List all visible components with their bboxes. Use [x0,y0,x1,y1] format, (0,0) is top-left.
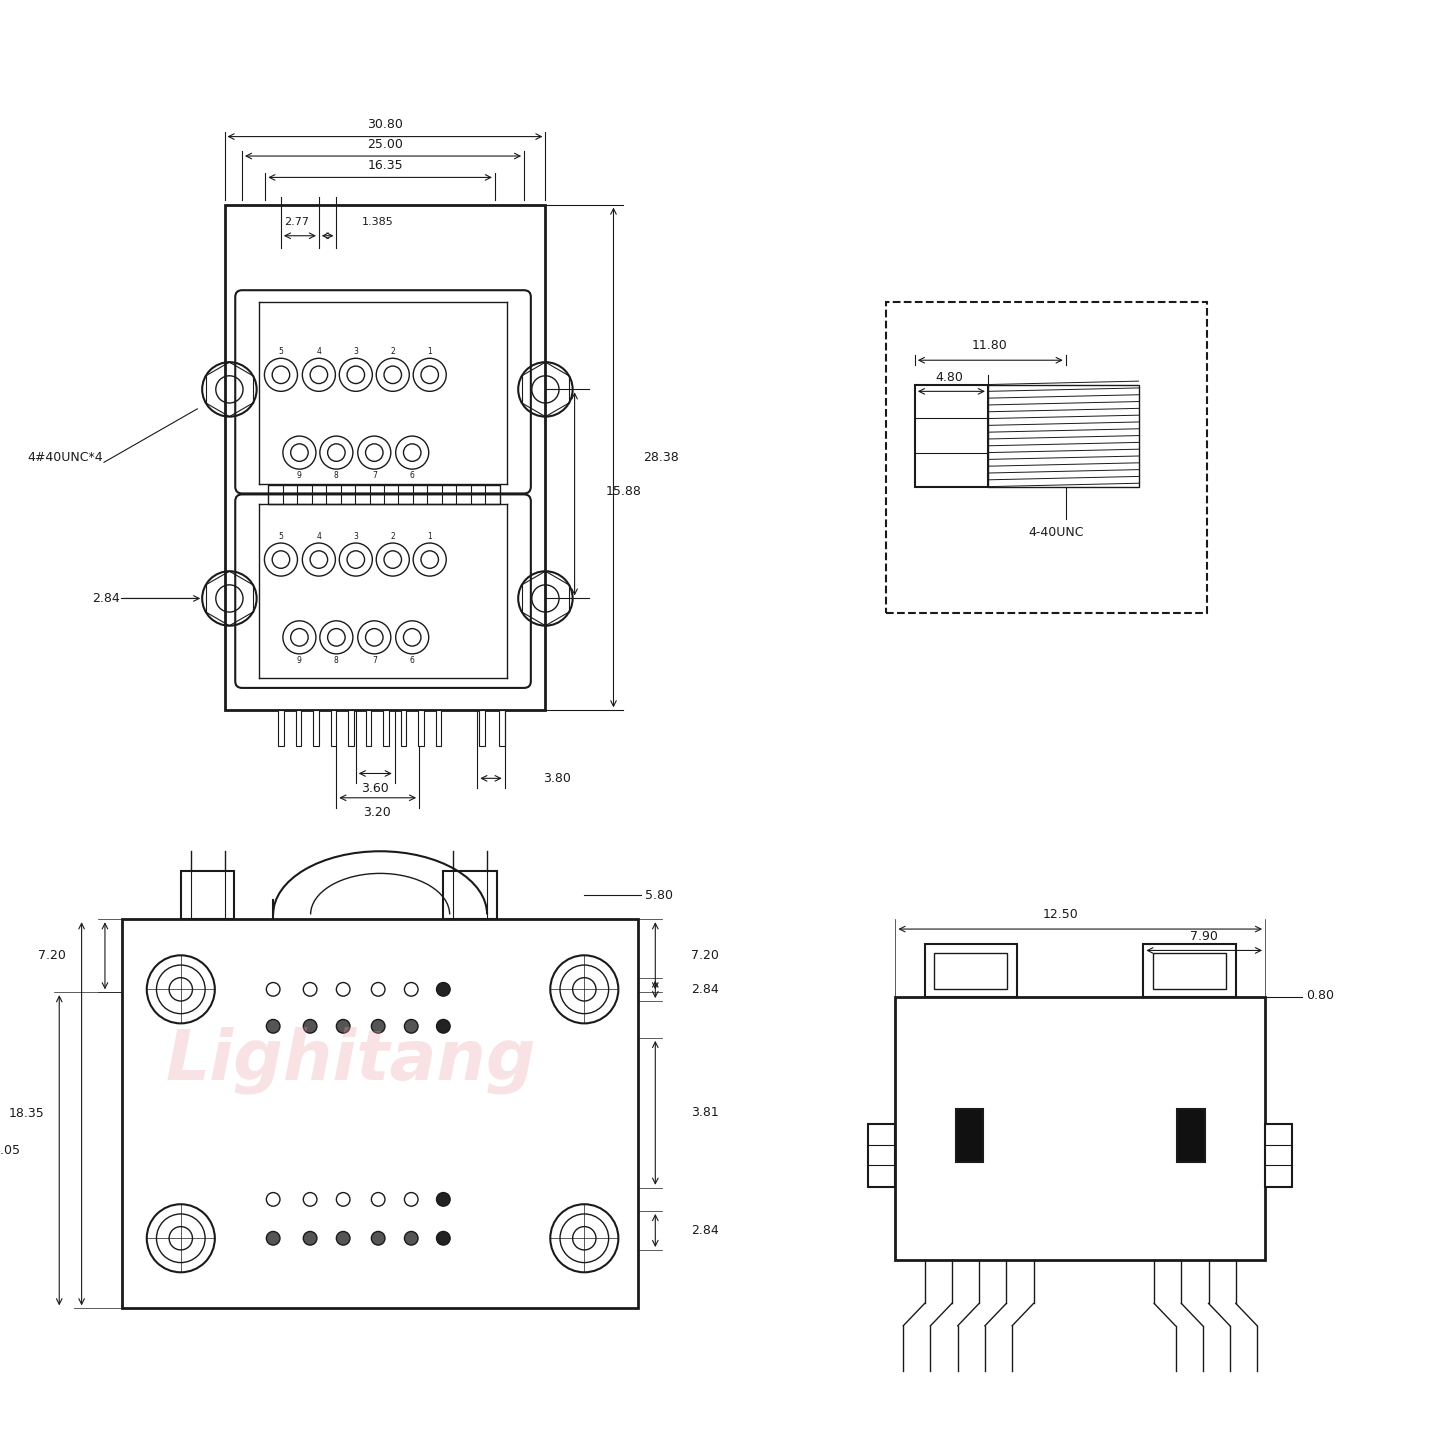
Text: 3.80: 3.80 [543,772,572,785]
Text: 4-40UNC: 4-40UNC [1028,526,1084,539]
Text: 2: 2 [390,533,395,541]
Text: 0.80: 0.80 [1306,989,1333,1002]
Bar [498,710,504,746]
Text: 4: 4 [317,347,321,356]
Text: 4: 4 [317,533,321,541]
Text: 15.88: 15.88 [606,485,642,498]
Text: Lighitang: Lighitang [166,1027,536,1094]
Bar [181,871,235,919]
Text: 1: 1 [428,533,432,541]
Text: 5: 5 [278,533,284,541]
Text: 2: 2 [390,347,395,356]
Text: 28.38: 28.38 [642,451,678,464]
Text: 3.81: 3.81 [691,1106,719,1119]
Bar [924,943,1017,996]
Bar [435,710,442,746]
Bar [366,710,372,746]
Text: 12.50: 12.50 [1043,909,1079,922]
Circle shape [372,1020,384,1032]
Circle shape [372,1231,384,1246]
Bar [225,204,546,710]
Bar [444,871,497,919]
Circle shape [304,1020,317,1032]
Text: 30.80: 30.80 [367,118,403,131]
Text: 6: 6 [410,655,415,665]
Text: 7.90: 7.90 [1189,930,1218,943]
Text: 8: 8 [334,655,338,665]
Text: 6: 6 [410,471,415,480]
Bar [418,710,423,746]
Bar [268,485,500,504]
Bar [896,996,1264,1260]
Text: 7.20: 7.20 [691,949,719,962]
Text: 1: 1 [428,347,432,356]
Text: 5.80: 5.80 [645,888,672,901]
Bar [868,1123,896,1187]
Text: 1.385: 1.385 [363,217,395,228]
Text: 7: 7 [372,471,377,480]
Bar [383,710,389,746]
Bar [278,710,284,746]
Circle shape [436,1192,451,1207]
Circle shape [337,1020,350,1032]
Text: 4#40UNC*4: 4#40UNC*4 [27,451,104,464]
Bar [348,710,354,746]
Text: 9: 9 [297,655,302,665]
Text: 8: 8 [334,471,338,480]
Bar [1143,943,1236,996]
Text: 16.35: 16.35 [367,160,403,173]
Circle shape [405,1231,418,1246]
Text: 25.00: 25.00 [367,138,403,151]
Bar [295,710,301,746]
Bar [956,1109,984,1162]
Text: 5: 5 [278,347,284,356]
Text: 9: 9 [297,471,302,480]
Bar [331,710,337,746]
Bar [122,919,638,1309]
Text: 7.20: 7.20 [39,949,66,962]
Text: 11.80: 11.80 [972,340,1008,353]
Circle shape [337,1231,350,1246]
Text: 2.84: 2.84 [691,1224,719,1237]
Text: 8.05: 8.05 [0,1143,20,1156]
Bar [914,384,988,487]
Text: 2.84: 2.84 [691,984,719,996]
Bar [935,953,1008,989]
Text: 3.20: 3.20 [363,806,392,819]
Text: 18.35: 18.35 [9,1107,45,1120]
Bar [400,710,406,746]
Text: 3.60: 3.60 [361,782,389,795]
Bar [988,384,1139,487]
Circle shape [266,1020,279,1032]
Text: 3: 3 [353,347,359,356]
Circle shape [304,1231,317,1246]
Text: 3: 3 [353,533,359,541]
Bar [886,302,1207,613]
Circle shape [436,1020,451,1032]
Circle shape [266,1231,279,1246]
Bar [480,710,485,746]
Bar [1264,1123,1292,1187]
Text: 7: 7 [372,655,377,665]
Bar [312,710,318,746]
Circle shape [436,982,451,996]
Circle shape [436,1231,451,1246]
Bar [1153,953,1225,989]
Bar [1178,1109,1205,1162]
Text: 2.77: 2.77 [284,217,310,228]
Text: 2.84: 2.84 [92,592,120,605]
Text: 4.80: 4.80 [935,372,963,384]
Circle shape [405,1020,418,1032]
